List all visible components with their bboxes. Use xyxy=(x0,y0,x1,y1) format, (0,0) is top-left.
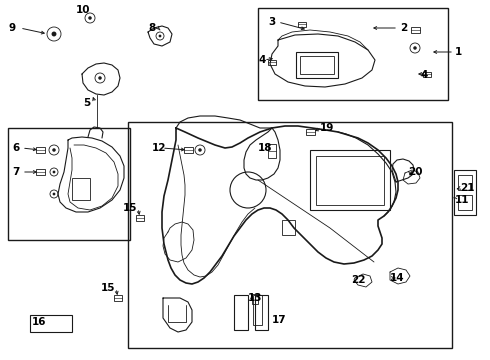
Bar xyxy=(268,59,276,64)
Bar xyxy=(458,195,472,210)
Text: 1: 1 xyxy=(455,47,462,57)
Bar xyxy=(136,215,144,221)
Circle shape xyxy=(198,148,202,152)
Text: 21: 21 xyxy=(460,183,474,193)
Text: 6: 6 xyxy=(12,143,19,153)
Circle shape xyxy=(52,193,55,195)
Circle shape xyxy=(52,148,56,152)
Bar xyxy=(305,129,315,135)
Bar xyxy=(72,178,90,200)
Circle shape xyxy=(413,46,417,50)
Text: 10: 10 xyxy=(76,5,90,15)
Circle shape xyxy=(159,35,161,37)
Bar xyxy=(411,27,419,33)
Text: 16: 16 xyxy=(32,317,47,327)
Bar xyxy=(454,170,476,215)
Bar xyxy=(128,122,452,348)
Bar xyxy=(458,175,472,190)
Text: 19: 19 xyxy=(320,123,334,133)
Text: 4: 4 xyxy=(258,55,266,65)
Circle shape xyxy=(98,76,102,80)
Circle shape xyxy=(52,171,55,174)
Bar xyxy=(234,295,248,330)
Text: 5: 5 xyxy=(83,98,91,108)
Text: 11: 11 xyxy=(455,195,469,205)
Text: 15: 15 xyxy=(101,283,115,293)
Text: 14: 14 xyxy=(390,273,405,283)
Bar xyxy=(310,150,390,210)
Bar xyxy=(183,147,193,153)
Bar xyxy=(282,220,295,235)
Text: 15: 15 xyxy=(123,203,137,213)
Text: 17: 17 xyxy=(272,315,287,325)
Bar xyxy=(255,295,268,330)
Bar xyxy=(252,294,258,304)
Bar xyxy=(423,72,431,77)
Bar xyxy=(253,295,262,325)
Bar xyxy=(300,56,334,74)
Bar xyxy=(316,156,384,205)
Text: 9: 9 xyxy=(8,23,15,33)
Text: 13: 13 xyxy=(248,293,263,303)
Text: 2: 2 xyxy=(400,23,407,33)
Circle shape xyxy=(51,32,56,36)
Text: 18: 18 xyxy=(258,143,272,153)
Bar xyxy=(298,22,306,27)
Bar xyxy=(114,295,122,301)
Text: 22: 22 xyxy=(351,275,365,285)
Bar xyxy=(8,128,130,240)
Bar xyxy=(268,144,276,158)
Text: 7: 7 xyxy=(12,167,20,177)
Bar xyxy=(258,8,448,100)
Bar xyxy=(296,52,338,78)
Bar xyxy=(35,147,45,153)
Text: 20: 20 xyxy=(408,167,422,177)
Text: 3: 3 xyxy=(268,17,275,27)
Text: 4: 4 xyxy=(420,70,427,80)
Bar xyxy=(30,315,72,332)
Circle shape xyxy=(88,16,92,20)
Text: 8: 8 xyxy=(148,23,155,33)
Bar xyxy=(35,169,45,175)
Text: 12: 12 xyxy=(152,143,167,153)
